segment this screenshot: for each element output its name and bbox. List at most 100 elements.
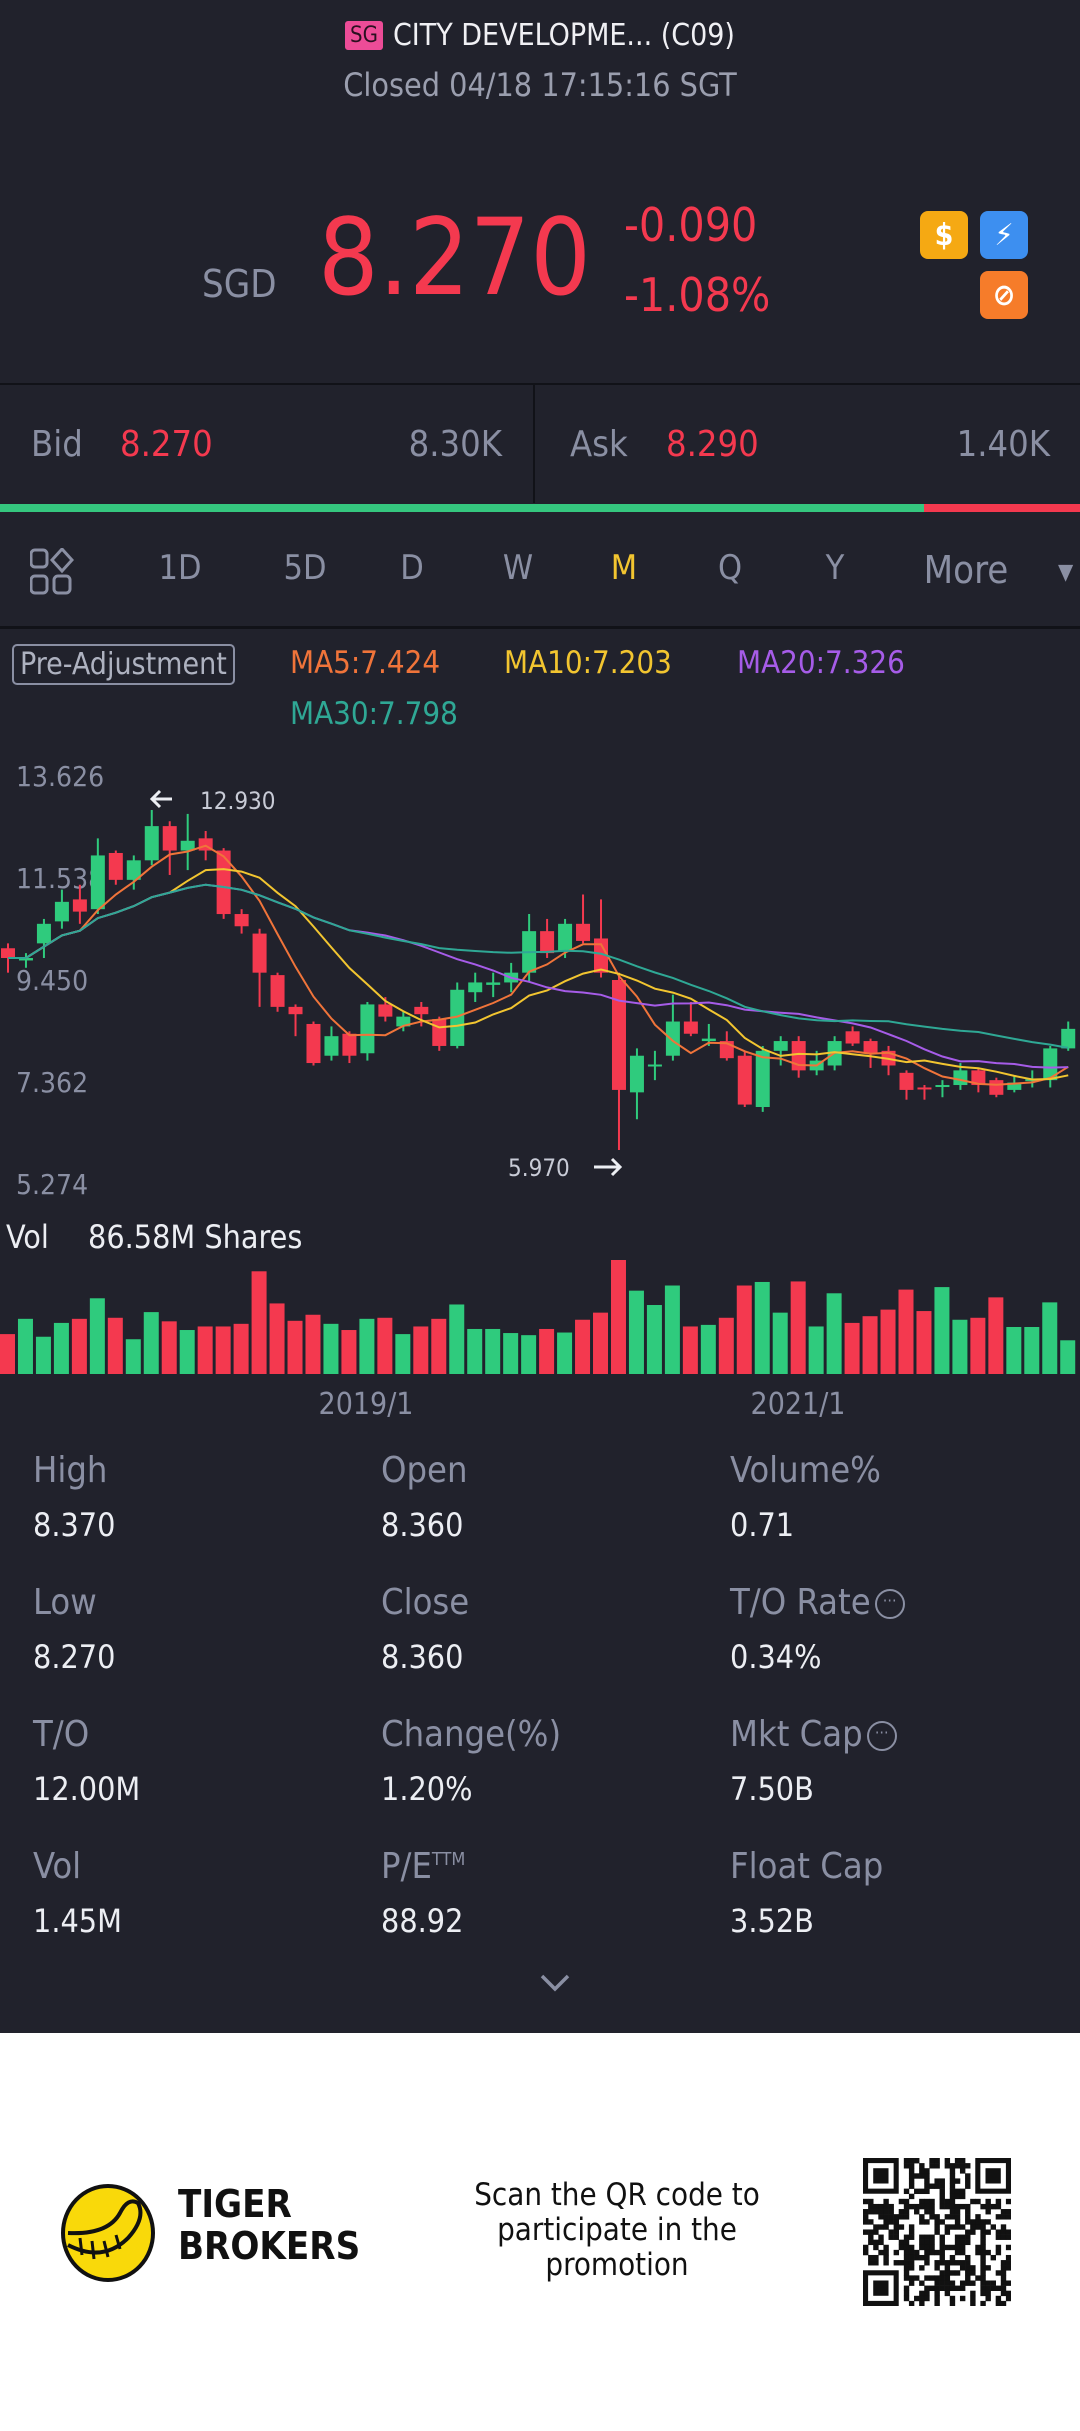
stat-label: Float Cap — [730, 1846, 883, 1887]
adjustment-toggle[interactable]: Pre-Adjustment — [12, 644, 235, 685]
info-icon[interactable]: ··· — [874, 1589, 905, 1619]
bid-ask-ratio-bar — [0, 504, 1080, 512]
dollar-icon[interactable]: $ — [920, 211, 968, 259]
tab-d[interactable]: D — [400, 548, 424, 588]
volume-bar — [413, 1326, 429, 1374]
tab-q[interactable]: Q — [717, 548, 743, 588]
volume-bar — [377, 1317, 393, 1374]
y-tick-label: 7.362 — [16, 1066, 88, 1099]
stat-value: 8.360 — [381, 1638, 464, 1676]
stat-value: 1.45M — [33, 1902, 122, 1940]
y-tick-label: 9.450 — [16, 964, 88, 997]
volume-bar — [71, 1318, 87, 1374]
candle-body — [629, 1055, 644, 1093]
ma10-label: MA10:7.203 — [504, 645, 672, 681]
info-icon[interactable]: ··· — [866, 1721, 897, 1751]
volume-label: Vol — [6, 1218, 49, 1256]
volume-bar — [197, 1326, 213, 1374]
volume-bar — [557, 1332, 573, 1374]
currency-label: SGD — [202, 262, 277, 306]
candle-body — [270, 975, 285, 1007]
candle-body — [971, 1070, 986, 1086]
volume-bar — [898, 1289, 914, 1374]
stat-label-text: Open — [381, 1450, 468, 1491]
candle-body — [234, 914, 249, 927]
candle-body — [773, 1041, 788, 1051]
candle-body — [863, 1041, 878, 1054]
candle-body — [36, 923, 51, 944]
volume-bar — [970, 1317, 986, 1374]
candle-body — [162, 826, 177, 851]
last-price: 8.270 — [318, 196, 591, 319]
more-dropdown-icon[interactable]: ▼ — [1058, 560, 1074, 585]
stat-label: T/O — [33, 1714, 89, 1755]
stat-value: 1.20% — [381, 1770, 473, 1808]
arrow-left-icon — [149, 789, 172, 809]
volume-bar — [431, 1318, 447, 1374]
volume-bar — [844, 1322, 860, 1374]
expand-chevron-icon[interactable] — [538, 1972, 572, 1998]
candle-body — [288, 1006, 303, 1015]
tab-5d[interactable]: 5D — [283, 548, 327, 588]
stock-title: SG CITY DEVELOPME... (C09) — [0, 18, 1080, 53]
candle-body — [72, 899, 87, 912]
volume-bar — [772, 1312, 788, 1374]
candle-body — [611, 980, 626, 1090]
candle-body — [540, 931, 555, 954]
stat-label-text: Change(%) — [381, 1714, 562, 1755]
volume-bar — [305, 1314, 321, 1374]
bid-price: 8.270 — [120, 424, 213, 465]
ask-size: 1.40K — [956, 424, 1050, 465]
stat-label: P/ETTM — [381, 1846, 465, 1887]
divider — [533, 385, 535, 503]
x-tick-label: 2021/1 — [751, 1387, 846, 1422]
volume-bar — [395, 1334, 411, 1374]
stat-label-sup: TTM — [431, 1849, 466, 1870]
volume-bar — [107, 1317, 123, 1374]
ma5-label: MA5:7.424 — [290, 645, 441, 681]
volume-bar — [161, 1321, 177, 1374]
candle-body — [845, 1031, 860, 1044]
divider — [0, 383, 1080, 385]
candle-body — [324, 1036, 339, 1056]
swap-icon[interactable]: ⊘ — [980, 271, 1028, 319]
stat-value: 88.92 — [381, 1902, 464, 1940]
stat-value: 7.50B — [730, 1770, 814, 1808]
volume-bar — [17, 1318, 33, 1374]
volume-bar — [718, 1317, 734, 1374]
candle-body — [486, 982, 501, 985]
volume-bar — [1024, 1326, 1040, 1374]
volume-bar — [1006, 1326, 1022, 1374]
volume-bar — [125, 1339, 141, 1374]
volume-bar — [862, 1316, 878, 1374]
kline-chart[interactable]: 13.626 11.538 9.450 7.362 5.274 2019/1 2021/1 1… — [0, 0, 1080, 1430]
tab-w[interactable]: W — [502, 548, 534, 588]
qr-code — [863, 2158, 1011, 2306]
candle-body — [216, 850, 231, 915]
candle-body — [1043, 1048, 1058, 1081]
stat-label: Open — [381, 1450, 468, 1491]
candle-body — [378, 1004, 393, 1017]
tab-1d[interactable]: 1D — [158, 548, 202, 588]
tab-y[interactable]: Y — [825, 548, 845, 588]
volume-bar — [539, 1328, 555, 1374]
tab-m[interactable]: M — [610, 548, 638, 588]
volume-bar — [646, 1305, 662, 1374]
candle-body — [414, 1006, 429, 1015]
stat-label-text: Volume% — [730, 1450, 881, 1491]
ask-price: 8.290 — [666, 424, 759, 465]
layout-grid-icon[interactable] — [29, 546, 75, 596]
lightning-icon[interactable]: ⚡ — [980, 211, 1028, 259]
volume-max-label: 86.58M Shares — [88, 1218, 303, 1256]
stat-value: 0.71 — [730, 1506, 795, 1544]
ma5-line — [8, 844, 1069, 1086]
stat-value: 8.270 — [33, 1638, 116, 1676]
bid-label: Bid — [31, 424, 83, 465]
market-status: Closed 04/18 17:15:16 SGT — [343, 66, 737, 104]
candle-body — [989, 1080, 1004, 1095]
stat-label-text: Mkt Cap — [730, 1714, 863, 1755]
tab-more[interactable]: More — [923, 548, 1009, 592]
candle-body — [953, 1070, 968, 1086]
volume-bar — [341, 1330, 357, 1374]
market-badge: SG — [345, 21, 383, 50]
